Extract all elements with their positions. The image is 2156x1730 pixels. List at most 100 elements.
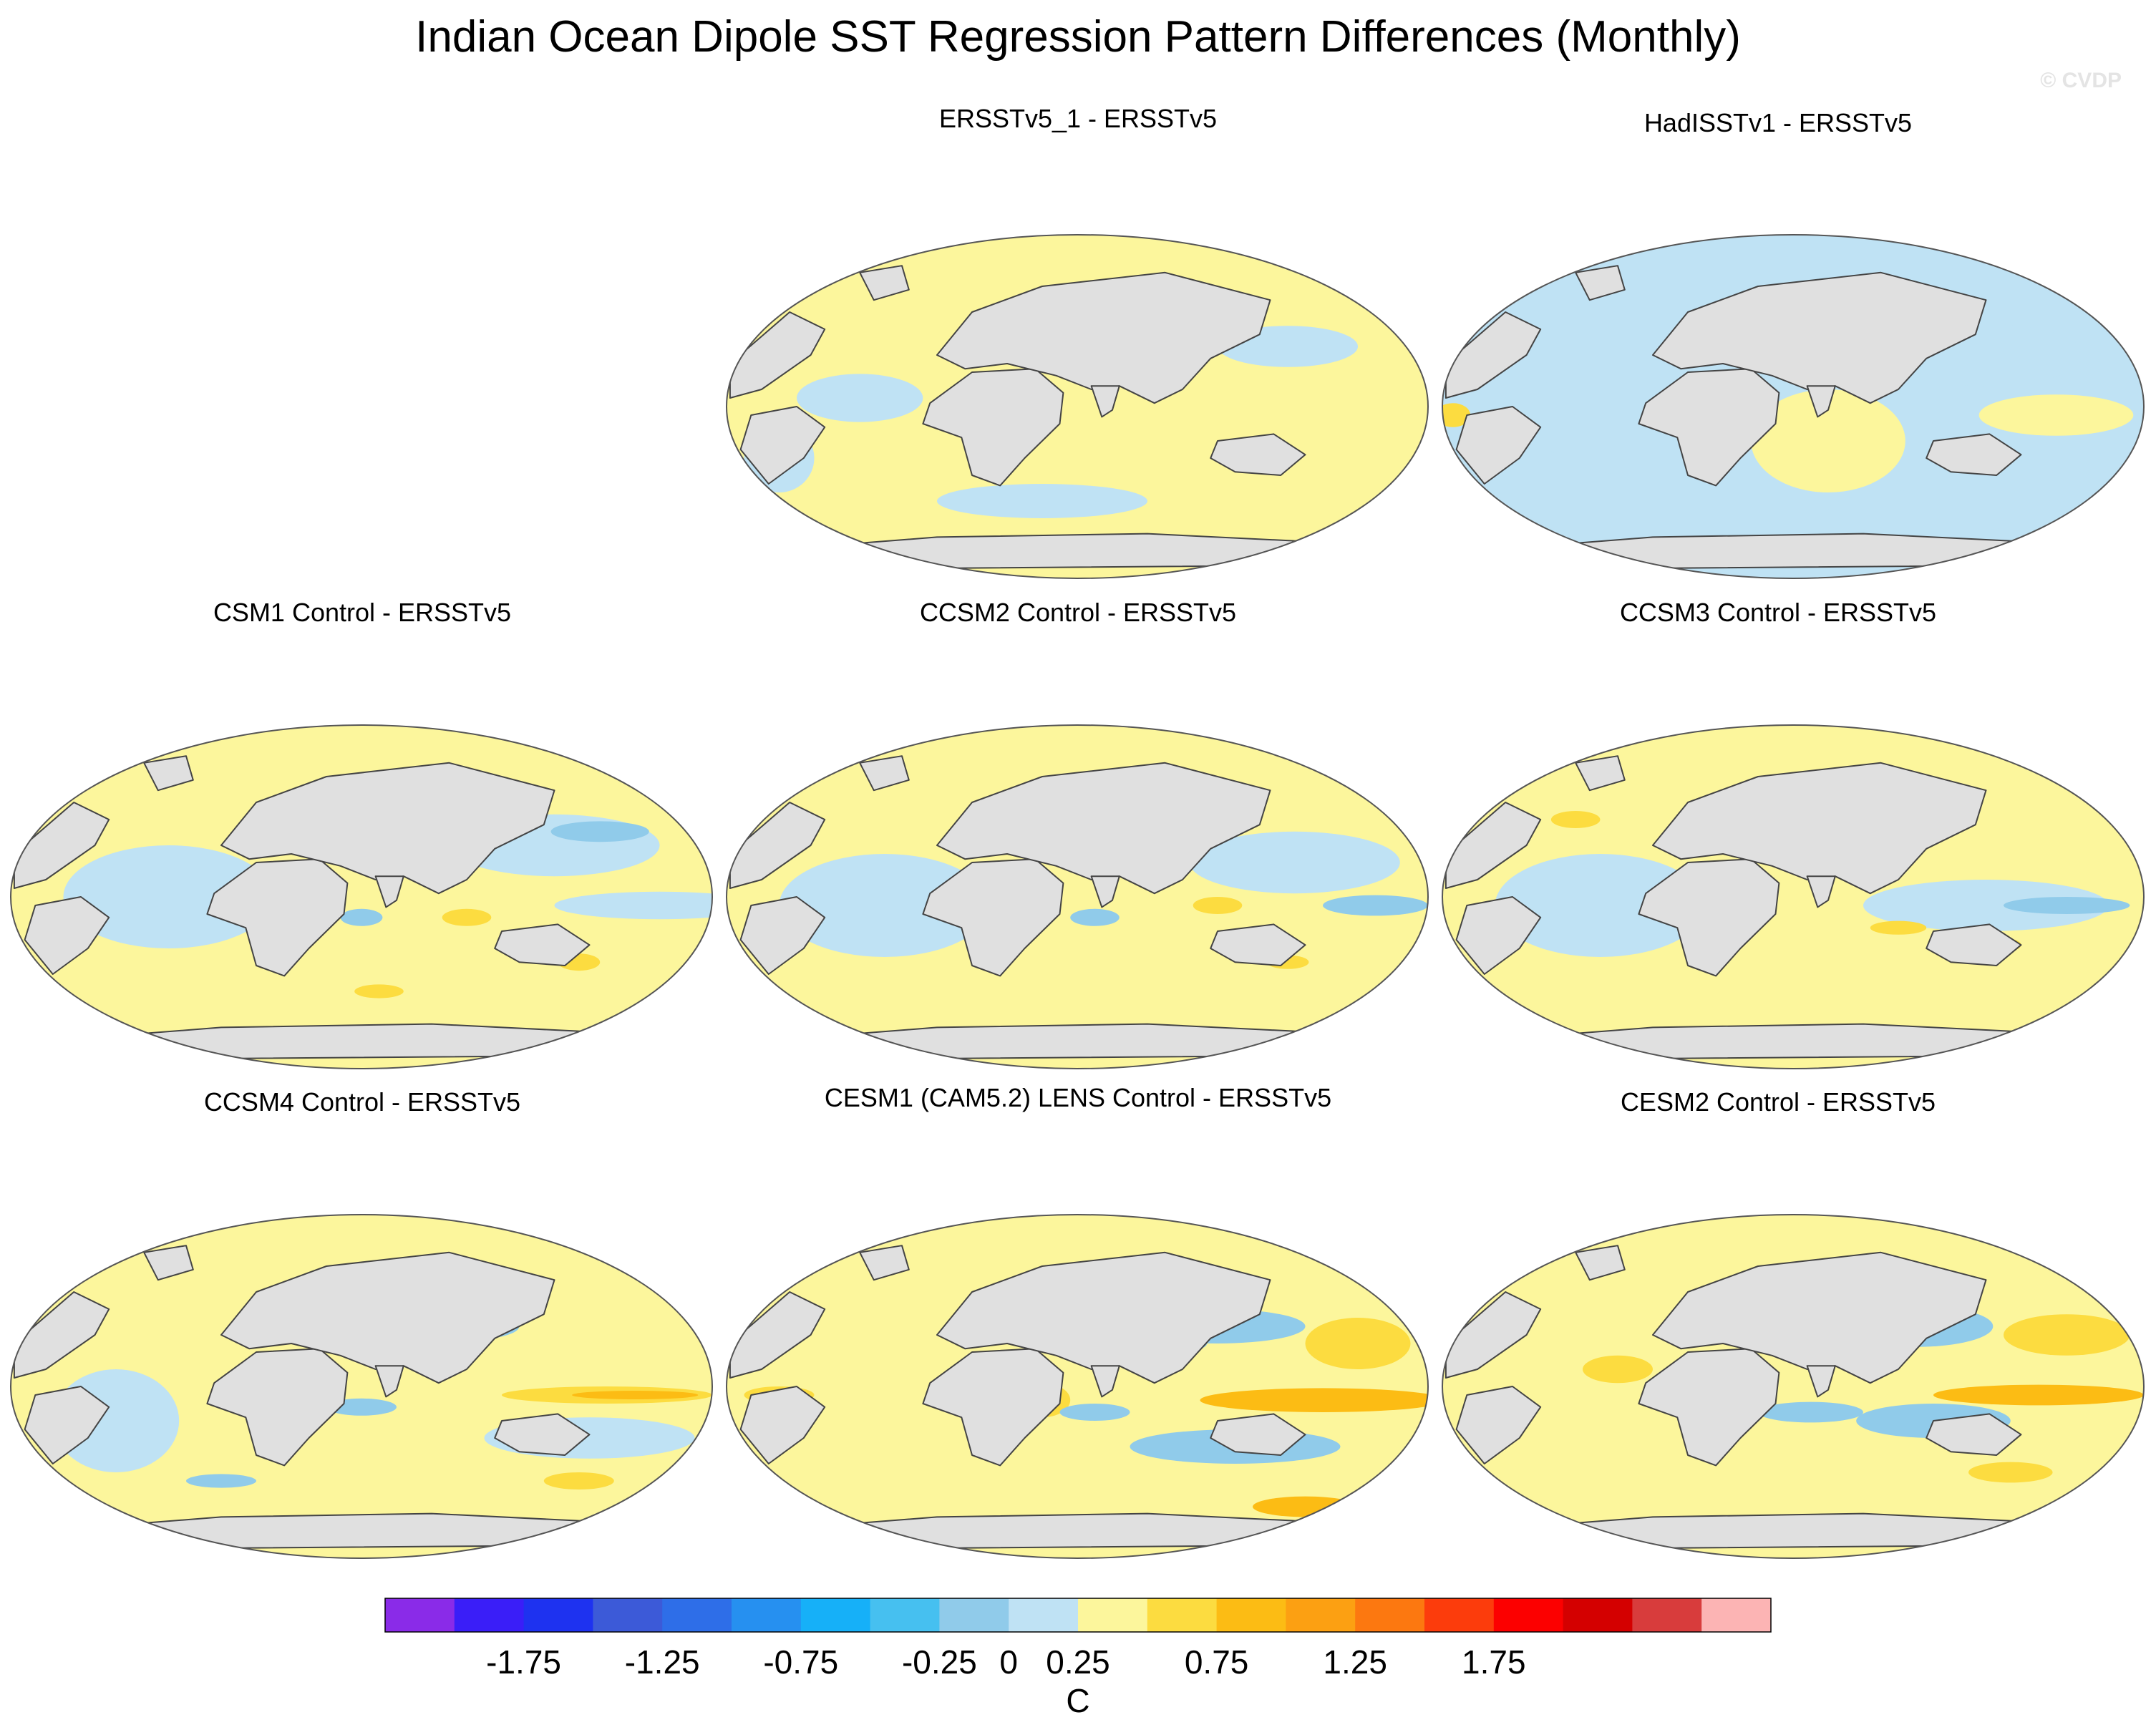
land-mass — [143, 755, 194, 792]
land-mass — [859, 755, 910, 792]
land-mass — [206, 1348, 349, 1467]
land-mass — [1638, 858, 1780, 977]
anomaly-region — [2004, 1314, 2130, 1356]
land-mass — [1090, 1365, 1120, 1398]
map-border — [726, 1214, 1429, 1559]
map-border — [10, 1214, 713, 1559]
colorbar-tick-label: 0.25 — [1046, 1643, 1110, 1681]
colorbar-swatch — [385, 1598, 455, 1632]
map-panel-5 — [1442, 724, 2145, 1069]
land-mass — [13, 1291, 110, 1379]
anomaly-region — [1828, 489, 2074, 530]
land-mass — [936, 1251, 1271, 1384]
land-mass — [24, 896, 110, 975]
anomaly-region — [1968, 1462, 2053, 1483]
colorbar-swatch — [1078, 1598, 1148, 1632]
colorbar-swatch — [662, 1598, 732, 1632]
colorbar-swatch — [1147, 1598, 1218, 1632]
anomaly-region — [1059, 1404, 1130, 1421]
land-mass — [1806, 875, 1836, 908]
land-mass — [1444, 1291, 1542, 1379]
land-mass — [922, 368, 1064, 487]
land-mass — [1926, 923, 2022, 966]
colorbar-swatch — [800, 1598, 871, 1632]
map-panel-3 — [10, 724, 713, 1069]
land-mass — [1455, 1386, 1542, 1464]
map-panel-4 — [726, 724, 1429, 1069]
land-mass — [1444, 311, 1542, 399]
land-mass — [936, 271, 1271, 404]
anomaly-region — [797, 374, 923, 422]
colorbar-swatch — [1563, 1598, 1633, 1632]
anomaly-region — [1758, 1401, 1863, 1423]
colorbar-swatch — [593, 1598, 663, 1632]
colorbar-outline — [384, 1598, 1772, 1633]
cvdp-watermark: © CVDP — [2040, 69, 2122, 92]
panel-title-1: ERSSTv5_1 - ERSSTv5 — [938, 104, 1218, 133]
anomaly-region — [1189, 831, 1400, 894]
land-mass — [220, 1251, 555, 1384]
land-mass — [1455, 896, 1542, 975]
map-panel-2 — [1442, 234, 2145, 579]
colorbar-swatch — [1701, 1598, 1772, 1632]
anomaly-region — [1035, 441, 1190, 475]
land-mass — [1210, 923, 1306, 966]
map-border — [1442, 1214, 2145, 1559]
land-mass — [729, 1291, 826, 1379]
anomaly-region — [1070, 908, 1120, 926]
land-mass — [494, 923, 591, 966]
land-mass — [1652, 1251, 1987, 1384]
land-mass — [729, 802, 826, 889]
land-mass — [936, 762, 1271, 895]
anomaly-region — [572, 1391, 699, 1399]
land-mass — [374, 1365, 404, 1398]
anomaly-region — [779, 854, 990, 957]
land-mass — [1652, 271, 1987, 404]
anomaly-region — [186, 1474, 256, 1488]
map-border — [1442, 724, 2145, 1069]
anomaly-region — [1323, 895, 1428, 916]
panel-title-2: HadISSTv1 - ERSSTv5 — [1643, 108, 1913, 137]
colorbar-swatch — [1424, 1598, 1495, 1632]
land-mass — [859, 1245, 910, 1281]
colorbar-unit-label: C — [1066, 1682, 1089, 1719]
land-mass — [1090, 875, 1120, 908]
land-mass — [1638, 1348, 1780, 1467]
anomaly-region — [1978, 394, 2134, 436]
land-mass — [1638, 368, 1780, 487]
anomaly-region — [1193, 897, 1243, 914]
land-mass — [1806, 1365, 1836, 1398]
land-mass — [24, 1386, 110, 1464]
colorbar-swatch — [1009, 1598, 1079, 1632]
anomaly-region — [1200, 1388, 1428, 1412]
land-mass — [206, 858, 349, 977]
map-border — [10, 724, 713, 1069]
panel-title-4: CCSM2 Control - ERSSTv5 — [919, 598, 1237, 627]
colorbar-swatch — [732, 1598, 802, 1632]
anomaly-region — [554, 891, 712, 920]
anomaly-region — [1933, 1384, 2144, 1406]
colorbar-swatch — [1632, 1598, 1702, 1632]
land-mass — [859, 265, 910, 301]
land-mass — [1444, 802, 1542, 889]
map-border — [726, 724, 1429, 1069]
anomaly-region — [1583, 1355, 1653, 1384]
anomaly-region — [1495, 854, 1706, 957]
colorbar-tick-label: -1.25 — [625, 1643, 700, 1681]
colorbar-tick-label: -0.75 — [763, 1643, 838, 1681]
land-mass — [1575, 265, 1626, 301]
land-mass — [1926, 1413, 2022, 1456]
anomaly-region — [63, 845, 274, 948]
colorbar-swatch — [1286, 1598, 1356, 1632]
land-mass — [739, 406, 826, 485]
land-mass — [1210, 1413, 1306, 1456]
land-mass — [374, 875, 404, 908]
colorbar-swatch — [1355, 1598, 1425, 1632]
map-panel-1 — [726, 234, 1429, 579]
land-mass — [1090, 385, 1120, 418]
anomaly-region — [1863, 880, 2109, 931]
colorbar-tick-label: 1.75 — [1462, 1643, 1526, 1681]
colorbar-swatch — [454, 1598, 525, 1632]
